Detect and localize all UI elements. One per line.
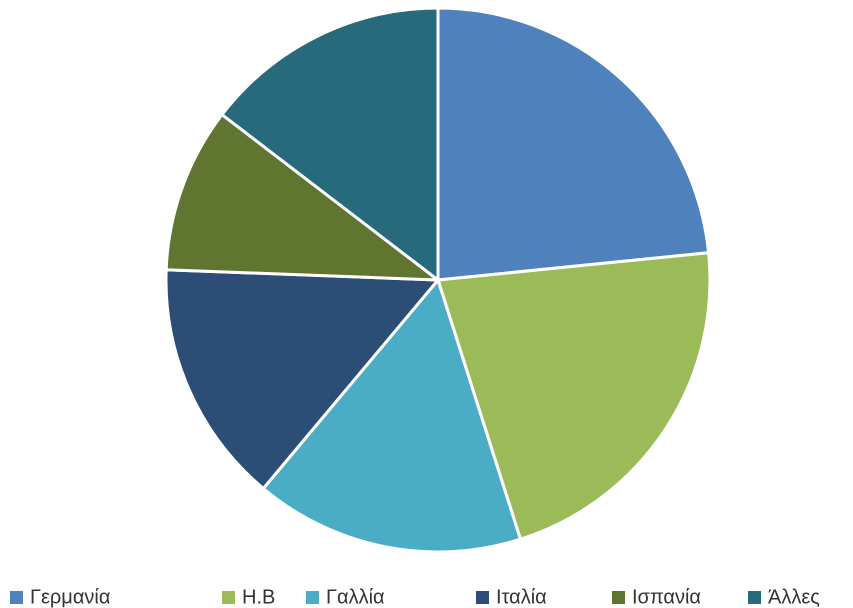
legend-swatch	[222, 591, 235, 604]
pie-slice	[436, 251, 712, 542]
legend-label: Η.Β	[242, 586, 275, 608]
legend-swatch	[476, 591, 489, 604]
pie-slice	[261, 276, 523, 554]
pie-slice	[164, 112, 443, 282]
legend-swatch	[748, 591, 761, 604]
pie-slice	[436, 6, 711, 282]
legend-swatch	[10, 591, 23, 604]
legend-label: Ιταλία	[496, 586, 547, 608]
legend-swatch	[306, 591, 319, 604]
legend-label: Γερμανία	[30, 586, 110, 608]
pie-slice	[164, 268, 442, 491]
legend-label: Άλλες	[768, 586, 820, 608]
legend-label: Ισπανία	[632, 586, 701, 608]
legend-swatch	[612, 591, 625, 604]
pie-slice	[219, 6, 440, 284]
legend-label: Γαλλία	[326, 586, 385, 608]
